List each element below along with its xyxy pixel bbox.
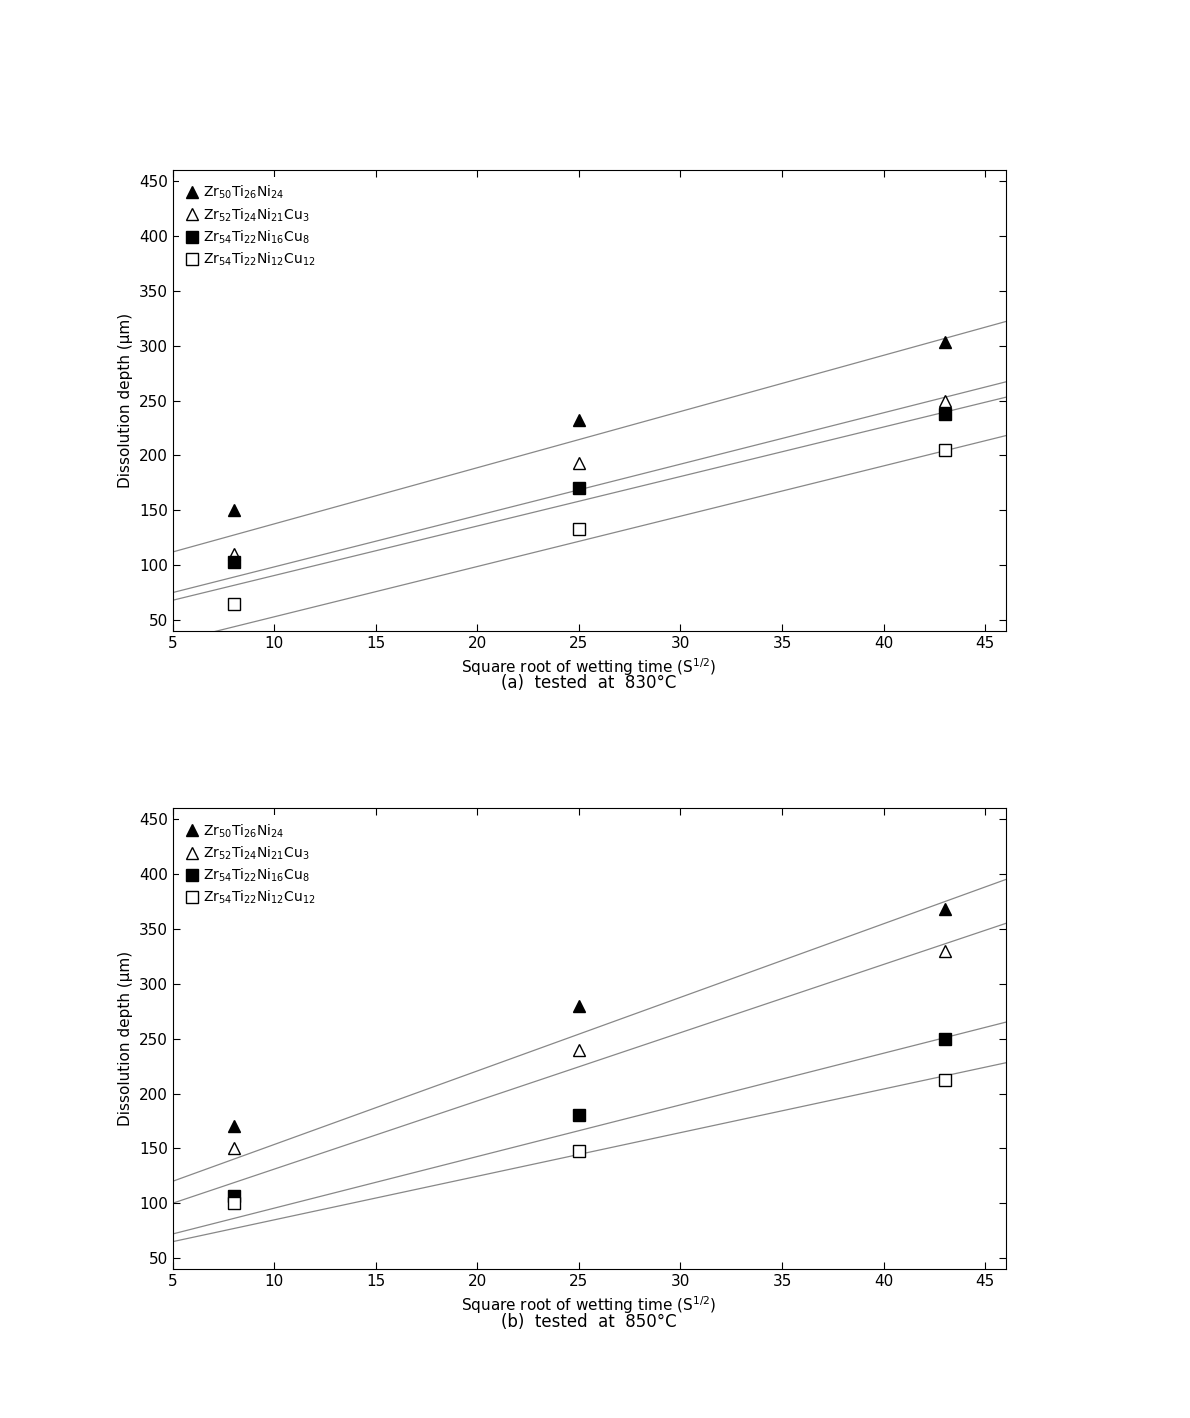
X-axis label: Square root of wetting time (S$^{1/2}$): Square root of wetting time (S$^{1/2}$) (462, 657, 716, 678)
Legend: Zr$_{50}$Ti$_{26}$Ni$_{24}$, Zr$_{52}$Ti$_{24}$Ni$_{21}$Cu$_3$, Zr$_{54}$Ti$_{22: Zr$_{50}$Ti$_{26}$Ni$_{24}$, Zr$_{52}$Ti… (180, 815, 322, 913)
Y-axis label: Dissolution depth (μm): Dissolution depth (μm) (118, 951, 133, 1126)
Text: (a)  tested  at  830°C: (a) tested at 830°C (501, 675, 677, 692)
X-axis label: Square root of wetting time (S$^{1/2}$): Square root of wetting time (S$^{1/2}$) (462, 1295, 716, 1316)
Y-axis label: Dissolution depth (μm): Dissolution depth (μm) (118, 313, 133, 488)
Legend: Zr$_{50}$Ti$_{26}$Ni$_{24}$, Zr$_{52}$Ti$_{24}$Ni$_{21}$Cu$_3$, Zr$_{54}$Ti$_{22: Zr$_{50}$Ti$_{26}$Ni$_{24}$, Zr$_{52}$Ti… (180, 177, 322, 275)
Text: (b)  tested  at  850°C: (b) tested at 850°C (501, 1313, 677, 1330)
